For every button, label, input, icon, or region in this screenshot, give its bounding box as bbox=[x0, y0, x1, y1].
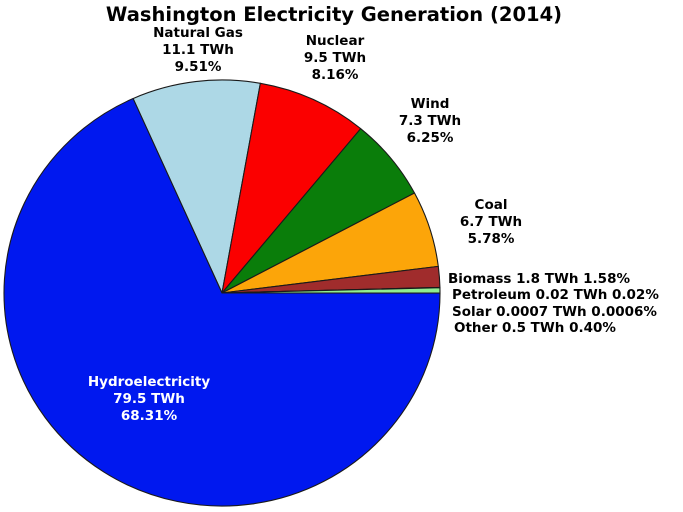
slice-label-hydroelectricity: Hydroelectricity 79.5 TWh 68.31% bbox=[87, 374, 211, 424]
slice-label-wind: Wind 7.3 TWh 6.25% bbox=[398, 96, 462, 146]
chart-title: Washington Electricity Generation (2014) bbox=[105, 3, 563, 26]
slice-label-biomass: Biomass 1.8 TWh 1.58% bbox=[448, 271, 630, 287]
pie-slice-natural-gas bbox=[132, 79, 261, 294]
pie-slice-hydroelectricity bbox=[3, 97, 441, 507]
slice-label-coal: Coal 6.7 TWh 5.78% bbox=[459, 197, 523, 247]
slice-label-other: Other 0.5 TWh 0.40% bbox=[454, 320, 616, 336]
slice-label-petroleum: Petroleum 0.02 TWh 0.02% bbox=[452, 287, 659, 303]
pie-slice-nuclear bbox=[221, 82, 362, 294]
slice-label-solar: Solar 0.0007 TWh 0.0006% bbox=[452, 304, 657, 320]
slice-label-natural-gas: Natural Gas 11.1 TWh 9.51% bbox=[153, 25, 243, 75]
slice-label-nuclear: Nuclear 9.5 TWh 8.16% bbox=[303, 33, 367, 83]
